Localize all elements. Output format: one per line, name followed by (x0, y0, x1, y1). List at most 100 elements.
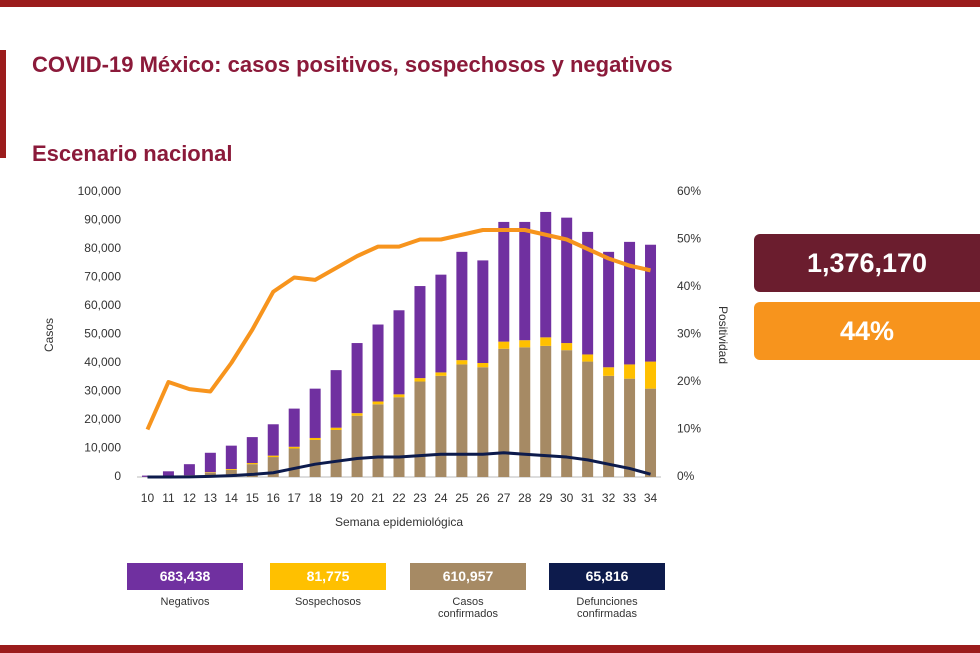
x-tick-label: 10 (141, 491, 155, 505)
bar-segment (204, 472, 216, 473)
bar-segment (435, 274, 447, 373)
bar-segment (540, 337, 552, 346)
bar-segment (414, 378, 426, 382)
y2-tick-label: 10% (677, 422, 701, 436)
bar-segment (519, 347, 531, 477)
bar-segment (456, 251, 468, 361)
y2-tick-label: 30% (677, 327, 701, 341)
highlight-box: 1,376,170 (754, 234, 980, 292)
bar-segment (456, 360, 468, 365)
y-tick-label: 50,000 (84, 327, 121, 341)
bar-segment (288, 448, 300, 477)
y2-tick-label: 60% (677, 184, 701, 198)
bar-segment (435, 372, 447, 376)
bar-segment (372, 404, 384, 477)
bar-segment (582, 231, 594, 355)
bar-segment (519, 340, 531, 348)
x-tick-label: 13 (204, 491, 218, 505)
bar-segment (309, 388, 321, 438)
bar-segment (372, 401, 384, 405)
bar-segment (246, 463, 258, 465)
y2-tick-label: 20% (677, 374, 701, 388)
x-tick-label: 33 (623, 491, 637, 505)
bar-segment (624, 241, 636, 365)
bar-segment (561, 217, 573, 344)
bar-segment (330, 429, 342, 477)
x-tick-label: 25 (455, 491, 469, 505)
line (145, 228, 651, 431)
bar-segment (477, 363, 489, 368)
bar-segment (351, 413, 363, 416)
bar-segment (561, 350, 573, 477)
legend-total: 610,957 (410, 563, 526, 590)
x-axis-label: Semana epidemiológica (335, 515, 463, 529)
legend-name: Defunciones confirmadas (576, 596, 638, 620)
x-tick-label: 14 (225, 491, 239, 505)
bar-segment (267, 455, 279, 458)
bar-segment (414, 381, 426, 477)
bar-segment (330, 427, 342, 430)
bar-segment (225, 469, 237, 477)
legend-item: 610,957 Casos confirmados (410, 563, 526, 620)
x-tick-label: 21 (371, 491, 385, 505)
bar-segment (393, 397, 405, 477)
bar-segment (393, 310, 405, 395)
y-tick-label: 20,000 (84, 412, 121, 426)
legend-total: 65,816 (549, 563, 665, 590)
bar-segment (519, 221, 531, 341)
bar-segment (603, 251, 615, 368)
y2-tick-label: 50% (677, 232, 701, 246)
x-tick-label: 26 (476, 491, 490, 505)
y-tick-label: 30,000 (84, 384, 121, 398)
x-tick-label: 29 (539, 491, 553, 505)
highlight-box: 44% (754, 302, 980, 360)
y-tick-label: 80,000 (84, 241, 121, 255)
bar-segment (624, 364, 636, 379)
bar-segment (603, 367, 615, 376)
y-tick-label: 70,000 (84, 270, 121, 284)
bar-segment (246, 464, 258, 477)
bar-segment (288, 408, 300, 447)
bar-segment (498, 341, 510, 349)
bar-segment (204, 452, 216, 473)
bar-segment (330, 370, 342, 428)
bar-segment (267, 457, 279, 477)
x-tick-label: 28 (518, 491, 532, 505)
bar-segment (246, 437, 258, 464)
bar-segment (288, 446, 300, 449)
x-tick-label: 18 (308, 491, 322, 505)
bar-segment (603, 375, 615, 477)
top-border (0, 0, 980, 7)
bar-segment (582, 361, 594, 477)
bar-segment (582, 354, 594, 362)
x-tick-label: 34 (644, 491, 658, 505)
y-tick-label: 40,000 (84, 355, 121, 369)
legend-item: 81,775 Sospechosos (270, 563, 386, 608)
x-tick-label: 16 (267, 491, 281, 505)
bar-segment (309, 437, 321, 440)
x-tick-label: 31 (581, 491, 595, 505)
bar-segment (645, 244, 657, 362)
x-tick-label: 23 (413, 491, 427, 505)
x-tick-label: 20 (350, 491, 364, 505)
y-tick-label: 60,000 (84, 298, 121, 312)
bar-segment (540, 211, 552, 338)
subtitle: Escenario nacional (32, 141, 233, 166)
x-tick-label: 30 (560, 491, 574, 505)
bar-segment (162, 471, 174, 477)
bar-segment (225, 469, 237, 470)
legend-name: Negativos (160, 596, 210, 608)
legend-name: Casos confirmados (438, 596, 498, 620)
bar-segment (456, 364, 468, 477)
legend-name: Sospechosos (294, 596, 362, 608)
bar-segment (477, 367, 489, 477)
bar-segment (477, 260, 489, 363)
x-tick-label: 12 (183, 491, 197, 505)
y-tick-label: 90,000 (84, 213, 121, 227)
legend-item: 65,816 Defunciones confirmadas (549, 563, 665, 620)
y-tick-label: 10,000 (84, 441, 121, 455)
legend-total: 81,775 (270, 563, 386, 590)
line (147, 451, 651, 479)
y-tick-label: 0 (114, 469, 121, 483)
